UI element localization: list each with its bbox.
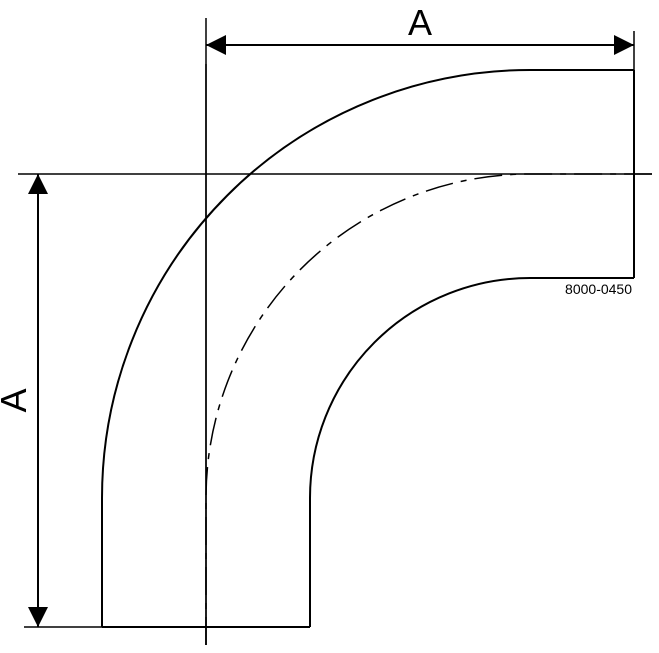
inner-wall [310, 278, 634, 627]
dim-label-vertical: A [0, 388, 34, 412]
part-number: 8000-0450 [565, 281, 632, 297]
centerline [206, 174, 652, 645]
elbow-diagram: A A 8000-0450 [0, 0, 659, 653]
dim-label-horizontal: A [408, 2, 432, 43]
